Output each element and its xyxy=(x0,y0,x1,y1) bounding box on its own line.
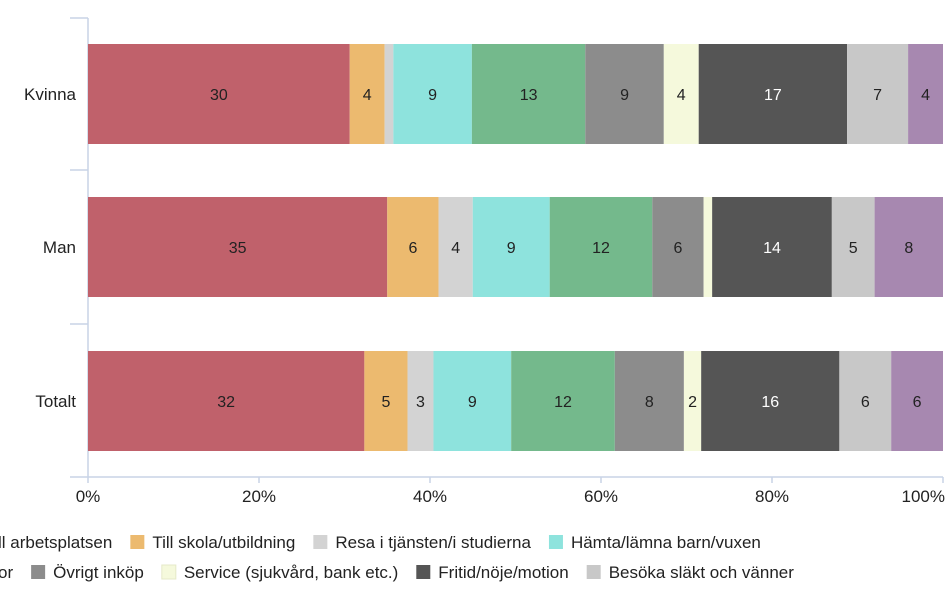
data-label: 9 xyxy=(468,394,477,411)
bar-segment xyxy=(652,197,704,297)
category-label: Kvinna xyxy=(24,85,77,104)
bar-segment xyxy=(88,44,350,144)
legend-swatch xyxy=(416,565,431,579)
legend-label: Service (sjukvård, bank etc.) xyxy=(184,563,398,582)
bar-segment xyxy=(471,44,586,144)
x-tick-label: 80% xyxy=(755,487,789,506)
legend-swatch xyxy=(313,535,328,549)
data-label: 9 xyxy=(507,240,516,257)
bar-segment xyxy=(387,197,439,297)
chart-bars xyxy=(88,44,943,451)
x-tick-label: 60% xyxy=(584,487,618,506)
legend-swatch xyxy=(548,535,563,549)
bar-segment xyxy=(712,197,832,297)
chart-axes: 0% 20% 40% 60% 80% 100% xyxy=(70,17,945,506)
bar-segment xyxy=(393,44,472,144)
bar-segment xyxy=(891,351,943,451)
x-tick-label: 100% xyxy=(902,487,945,506)
bar-segment xyxy=(585,44,664,144)
data-label: 6 xyxy=(408,240,417,257)
bar-segment xyxy=(433,351,512,451)
data-label: 5 xyxy=(382,394,391,411)
bar-segment xyxy=(88,351,365,451)
bar-segment xyxy=(511,351,615,451)
bar-segment xyxy=(364,351,408,451)
data-label: 13 xyxy=(520,87,538,104)
bar-segment xyxy=(839,351,892,451)
data-label: 3 xyxy=(416,394,425,411)
data-label: 16 xyxy=(761,394,779,411)
data-label: 30 xyxy=(210,87,228,104)
data-label: 4 xyxy=(921,87,930,104)
data-label: 8 xyxy=(645,394,654,411)
data-label: 12 xyxy=(592,240,610,257)
bar-segment xyxy=(874,197,943,297)
x-tick-label: 20% xyxy=(242,487,276,506)
data-label: 14 xyxy=(763,240,781,257)
category-label: Man xyxy=(43,238,76,257)
legend-label: Fritid/nöje/motion xyxy=(438,563,568,582)
legend-label: ll arbetsplatsen xyxy=(0,533,112,552)
bar-segment xyxy=(703,197,713,297)
data-label: 5 xyxy=(849,240,858,257)
chart-legend: ll arbetsplatsen Till skola/utbildning Res… xyxy=(0,533,794,582)
data-label: 17 xyxy=(764,87,782,104)
data-label: 2 xyxy=(688,394,697,411)
legend-label: Besöka släkt och vänner xyxy=(609,563,795,582)
bar-segment xyxy=(831,197,875,297)
bar-segment xyxy=(384,44,394,144)
bar-segment xyxy=(349,44,385,144)
bar-segment xyxy=(549,197,653,297)
data-label: 35 xyxy=(229,240,247,257)
bar-segment xyxy=(701,351,840,451)
data-label: 4 xyxy=(363,87,372,104)
data-label: 12 xyxy=(554,394,572,411)
data-label: 6 xyxy=(861,394,870,411)
bar-segment xyxy=(614,351,684,451)
legend-label: Resa i tjänsten/i studierna xyxy=(335,533,531,552)
legend-label: Till skola/utbildning xyxy=(152,533,295,552)
legend-label: or xyxy=(0,563,13,582)
legend-swatch xyxy=(31,565,46,579)
data-label: 4 xyxy=(677,87,686,104)
bar-segment xyxy=(438,197,473,297)
data-label: 9 xyxy=(620,87,629,104)
data-label: 8 xyxy=(904,240,913,257)
data-label: 7 xyxy=(873,87,882,104)
bar-segment xyxy=(847,44,909,144)
bar-segment xyxy=(908,44,943,144)
legend-swatch xyxy=(130,535,145,549)
bar-segment xyxy=(407,351,434,451)
bar-segment xyxy=(88,197,388,297)
x-tick-label: 0% xyxy=(76,487,101,506)
category-label: Totalt xyxy=(35,392,76,411)
data-label: 4 xyxy=(451,240,460,257)
legend-label: Hämta/lämna barn/vuxen xyxy=(571,533,761,552)
bar-segment xyxy=(663,44,699,144)
data-label: 32 xyxy=(217,394,235,411)
legend-swatch xyxy=(161,564,177,580)
legend-swatch xyxy=(586,565,601,579)
bar-segment xyxy=(698,44,848,144)
data-label: 6 xyxy=(673,240,682,257)
bar-segment xyxy=(683,351,702,451)
bar-segment xyxy=(472,197,550,297)
data-label: 9 xyxy=(428,87,437,104)
legend-label: Övrigt inköp xyxy=(53,563,144,582)
data-label: 6 xyxy=(913,394,922,411)
x-tick-label: 40% xyxy=(413,487,447,506)
